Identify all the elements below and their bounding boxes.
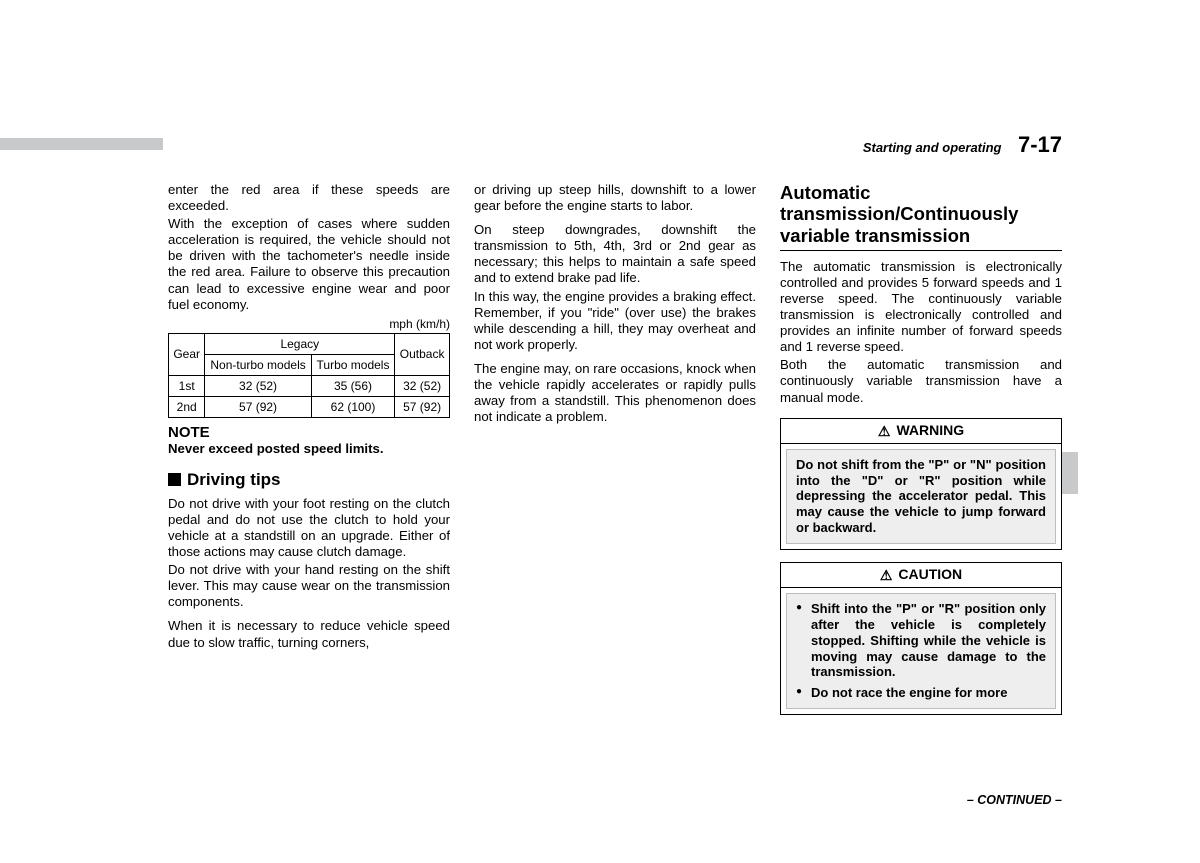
- body-text: Do not drive with your hand resting on t…: [168, 562, 450, 610]
- table-unit-label: mph (km/h): [168, 317, 450, 331]
- body-text: or driving up steep hills, downshift to …: [474, 182, 756, 214]
- table-cell: 32 (52): [395, 375, 450, 396]
- body-text: Both the automatic transmission and cont…: [780, 357, 1062, 405]
- table-header-gear: Gear: [169, 333, 205, 375]
- content-columns: enter the red area if these speeds are e…: [168, 182, 1062, 715]
- body-text: With the exception of cases where sudden…: [168, 216, 450, 313]
- table-cell: 32 (52): [205, 375, 311, 396]
- table-cell: 57 (92): [395, 396, 450, 417]
- table-cell: 35 (56): [311, 375, 394, 396]
- body-text: When it is necessary to reduce vehicle s…: [168, 618, 450, 650]
- section-title: Starting and operating: [863, 140, 1002, 155]
- table-cell: 62 (100): [311, 396, 394, 417]
- speed-table: Gear Legacy Outback Non-turbo models Tur…: [168, 333, 450, 418]
- warning-callout: ⚠ WARNING Do not shift from the "P" or "N…: [780, 418, 1062, 550]
- section-heading: Automatic transmission/Continuously vari…: [780, 182, 1062, 251]
- table-header-legacy: Legacy: [205, 333, 395, 354]
- column-1: enter the red area if these speeds are e…: [168, 182, 450, 715]
- body-text: Do not drive with your foot resting on t…: [168, 496, 450, 560]
- caution-title-row: ⚠ CAUTION: [781, 563, 1061, 588]
- caution-icon: ⚠: [880, 567, 893, 584]
- table-cell: 1st: [169, 375, 205, 396]
- column-2: or driving up steep hills, downshift to …: [474, 182, 756, 715]
- page-header: Starting and operating 7-17: [863, 132, 1062, 158]
- body-text: In this way, the engine provides a braki…: [474, 289, 756, 353]
- warning-body: Do not shift from the "P" or "N" positio…: [786, 449, 1056, 544]
- caution-list: Shift into the "P" or "R" position only …: [796, 601, 1046, 701]
- table-cell: 2nd: [169, 396, 205, 417]
- body-text: enter the red area if these speeds are e…: [168, 182, 450, 214]
- caution-callout: ⚠ CAUTION Shift into the "P" or "R" posit…: [780, 562, 1062, 715]
- table-header-outback: Outback: [395, 333, 450, 375]
- note-body: Never exceed posted speed limits.: [168, 441, 450, 456]
- page-number: 7-17: [1018, 132, 1062, 157]
- caution-title: CAUTION: [898, 566, 962, 582]
- caution-item: Do not race the engine for more: [796, 685, 1046, 701]
- subsection-heading-text: Driving tips: [187, 470, 281, 489]
- body-text: On steep downgrades, downshift the trans…: [474, 222, 756, 286]
- body-text: The automatic transmission is electronic…: [780, 259, 1062, 356]
- heading-square-icon: [168, 473, 181, 486]
- warning-title: WARNING: [896, 422, 964, 438]
- note-heading: NOTE: [168, 424, 450, 441]
- warning-title-row: ⚠ WARNING: [781, 419, 1061, 444]
- table-row: 2nd 57 (92) 62 (100) 57 (92): [169, 396, 450, 417]
- manual-page: Starting and operating 7-17 enter the re…: [0, 0, 1200, 863]
- warning-icon: ⚠: [878, 423, 891, 440]
- body-text: The engine may, on rare occasions, knock…: [474, 361, 756, 425]
- subsection-heading: Driving tips: [168, 470, 450, 490]
- table-row: 1st 32 (52) 35 (56) 32 (52): [169, 375, 450, 396]
- caution-item: Shift into the "P" or "R" position only …: [796, 601, 1046, 680]
- header-accent-bar: [0, 138, 163, 150]
- column-3: Automatic transmission/Continuously vari…: [780, 182, 1062, 715]
- table-header-turbo: Turbo models: [311, 354, 394, 375]
- table-cell: 57 (92): [205, 396, 311, 417]
- table-header-nonturbo: Non-turbo models: [205, 354, 311, 375]
- continued-label: – CONTINUED –: [967, 793, 1062, 807]
- caution-body: Shift into the "P" or "R" position only …: [786, 593, 1056, 709]
- side-thumb-tab: [1062, 452, 1078, 494]
